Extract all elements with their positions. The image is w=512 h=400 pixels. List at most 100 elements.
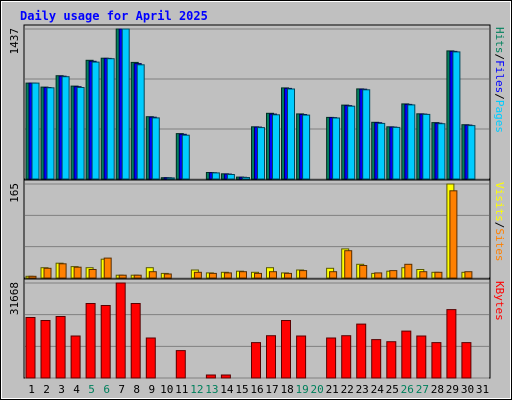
bar-sites-day-12	[193, 271, 202, 279]
day-label-21: 21	[326, 383, 339, 396]
bar-kbytes-day-30	[461, 342, 472, 379]
bar-kbytes-day-23	[356, 323, 367, 379]
day-label-28: 28	[431, 383, 444, 396]
bar-kbytes-day-2	[40, 320, 51, 379]
day-label-2: 2	[43, 383, 50, 396]
bar-pages-day-2	[46, 87, 55, 180]
bar-pages-day-3	[61, 76, 70, 180]
bar-pages-day-27	[422, 113, 431, 180]
panel-top: 1437 Hits/Files/Pages	[8, 24, 506, 180]
panel-bottom-series-label: KBytes	[493, 281, 506, 321]
bar-sites-day-25	[389, 270, 398, 279]
bar-sites-day-23	[359, 265, 368, 279]
bar-pages-day-7	[121, 28, 130, 180]
day-label-10: 10	[160, 383, 173, 396]
bar-kbytes-day-16	[251, 342, 261, 379]
series-label-part: KBytes	[493, 281, 506, 321]
day-label-22: 22	[341, 383, 354, 396]
bar-sites-day-19	[299, 270, 308, 279]
bar-sites-day-9	[148, 271, 157, 279]
series-label-part: Pages	[493, 100, 506, 133]
series-label-part: /	[493, 222, 506, 229]
bar-pages-day-9	[151, 117, 160, 180]
bar-sites-day-1	[28, 275, 37, 279]
chart-title: Daily usage for April 2025	[20, 9, 208, 23]
bar-sites-day-4	[73, 266, 82, 279]
bar-kbytes-day-1	[25, 317, 36, 379]
bar-kbytes-day-5	[85, 303, 96, 379]
bar-sites-day-10	[163, 273, 172, 279]
bar-sites-day-7	[118, 274, 127, 279]
series-label-part: Hits	[493, 27, 506, 54]
day-label-12: 12	[190, 383, 203, 396]
day-label-7: 7	[118, 383, 125, 396]
bar-kbytes-day-28	[431, 342, 442, 379]
bar-kbytes-day-13	[205, 374, 216, 379]
series-label-part: Visits	[493, 182, 506, 222]
day-label-30: 30	[461, 383, 474, 396]
day-label-18: 18	[280, 383, 293, 396]
bar-sites-day-30	[464, 271, 473, 279]
bar-sites-day-22	[344, 250, 353, 279]
bar-sites-day-26	[404, 263, 413, 279]
day-label-14: 14	[220, 383, 234, 396]
bar-sites-day-29	[449, 190, 458, 279]
bar-pages-day-28	[437, 123, 446, 180]
bar-pages-day-26	[407, 104, 416, 180]
panel-top-series-label: Hits/Files/Pages	[493, 27, 506, 133]
panel-bottom: 31668 KBytes	[8, 278, 506, 379]
bar-pages-day-13	[211, 172, 220, 180]
bar-pages-day-14	[226, 174, 235, 180]
bar-sites-day-16	[254, 272, 262, 279]
bar-sites-day-13	[208, 272, 217, 279]
day-label-29: 29	[446, 383, 459, 396]
day-label-24: 24	[371, 383, 385, 396]
day-label-11: 11	[175, 383, 188, 396]
bar-kbytes-day-18	[281, 320, 291, 379]
series-label-part: Sites	[493, 228, 506, 261]
bar-pages-day-1	[31, 82, 40, 180]
bar-kbytes-day-19	[296, 335, 307, 379]
panel-bottom-ymax-label: 31668	[8, 282, 21, 315]
bar-pages-day-19	[302, 114, 311, 180]
bar-sites-day-28	[434, 271, 443, 279]
bar-pages-day-16	[257, 127, 265, 180]
bar-pages-day-8	[136, 64, 145, 180]
day-label-13: 13	[205, 383, 218, 396]
day-label-26: 26	[401, 383, 414, 396]
series-label-part: /	[493, 54, 506, 61]
bar-sites-day-2	[43, 267, 52, 279]
day-label-1: 1	[28, 383, 35, 396]
day-label-23: 23	[356, 383, 369, 396]
day-label-19: 19	[295, 383, 308, 396]
bar-sites-day-18	[284, 272, 292, 279]
bar-kbytes-day-21	[326, 337, 337, 379]
day-label-6: 6	[103, 383, 110, 396]
bar-kbytes-day-11	[175, 350, 186, 379]
bar-kbytes-day-7	[115, 282, 126, 379]
bar-sites-day-17	[269, 271, 277, 279]
bar-pages-day-23	[362, 89, 371, 180]
day-label-5: 5	[88, 383, 95, 396]
bar-kbytes-day-24	[371, 339, 382, 379]
day-label-16: 16	[250, 383, 263, 396]
bar-pages-day-17	[272, 114, 280, 180]
bar-sites-day-15	[239, 271, 247, 279]
panel-middle-frame	[23, 179, 491, 279]
bar-pages-day-22	[347, 105, 356, 180]
bar-kbytes-day-14	[220, 374, 231, 379]
day-label-27: 27	[416, 383, 429, 396]
bar-kbytes-day-9	[145, 337, 156, 379]
bar-pages-day-24	[377, 122, 386, 180]
bar-sites-day-21	[329, 271, 338, 279]
bar-sites-day-5	[88, 269, 97, 279]
day-label-3: 3	[58, 383, 65, 396]
bar-kbytes-day-22	[341, 335, 352, 379]
bar-pages-day-15	[242, 177, 250, 180]
bar-kbytes-day-26	[401, 330, 412, 379]
bar-kbytes-day-8	[130, 303, 141, 379]
bar-pages-day-10	[166, 177, 175, 180]
